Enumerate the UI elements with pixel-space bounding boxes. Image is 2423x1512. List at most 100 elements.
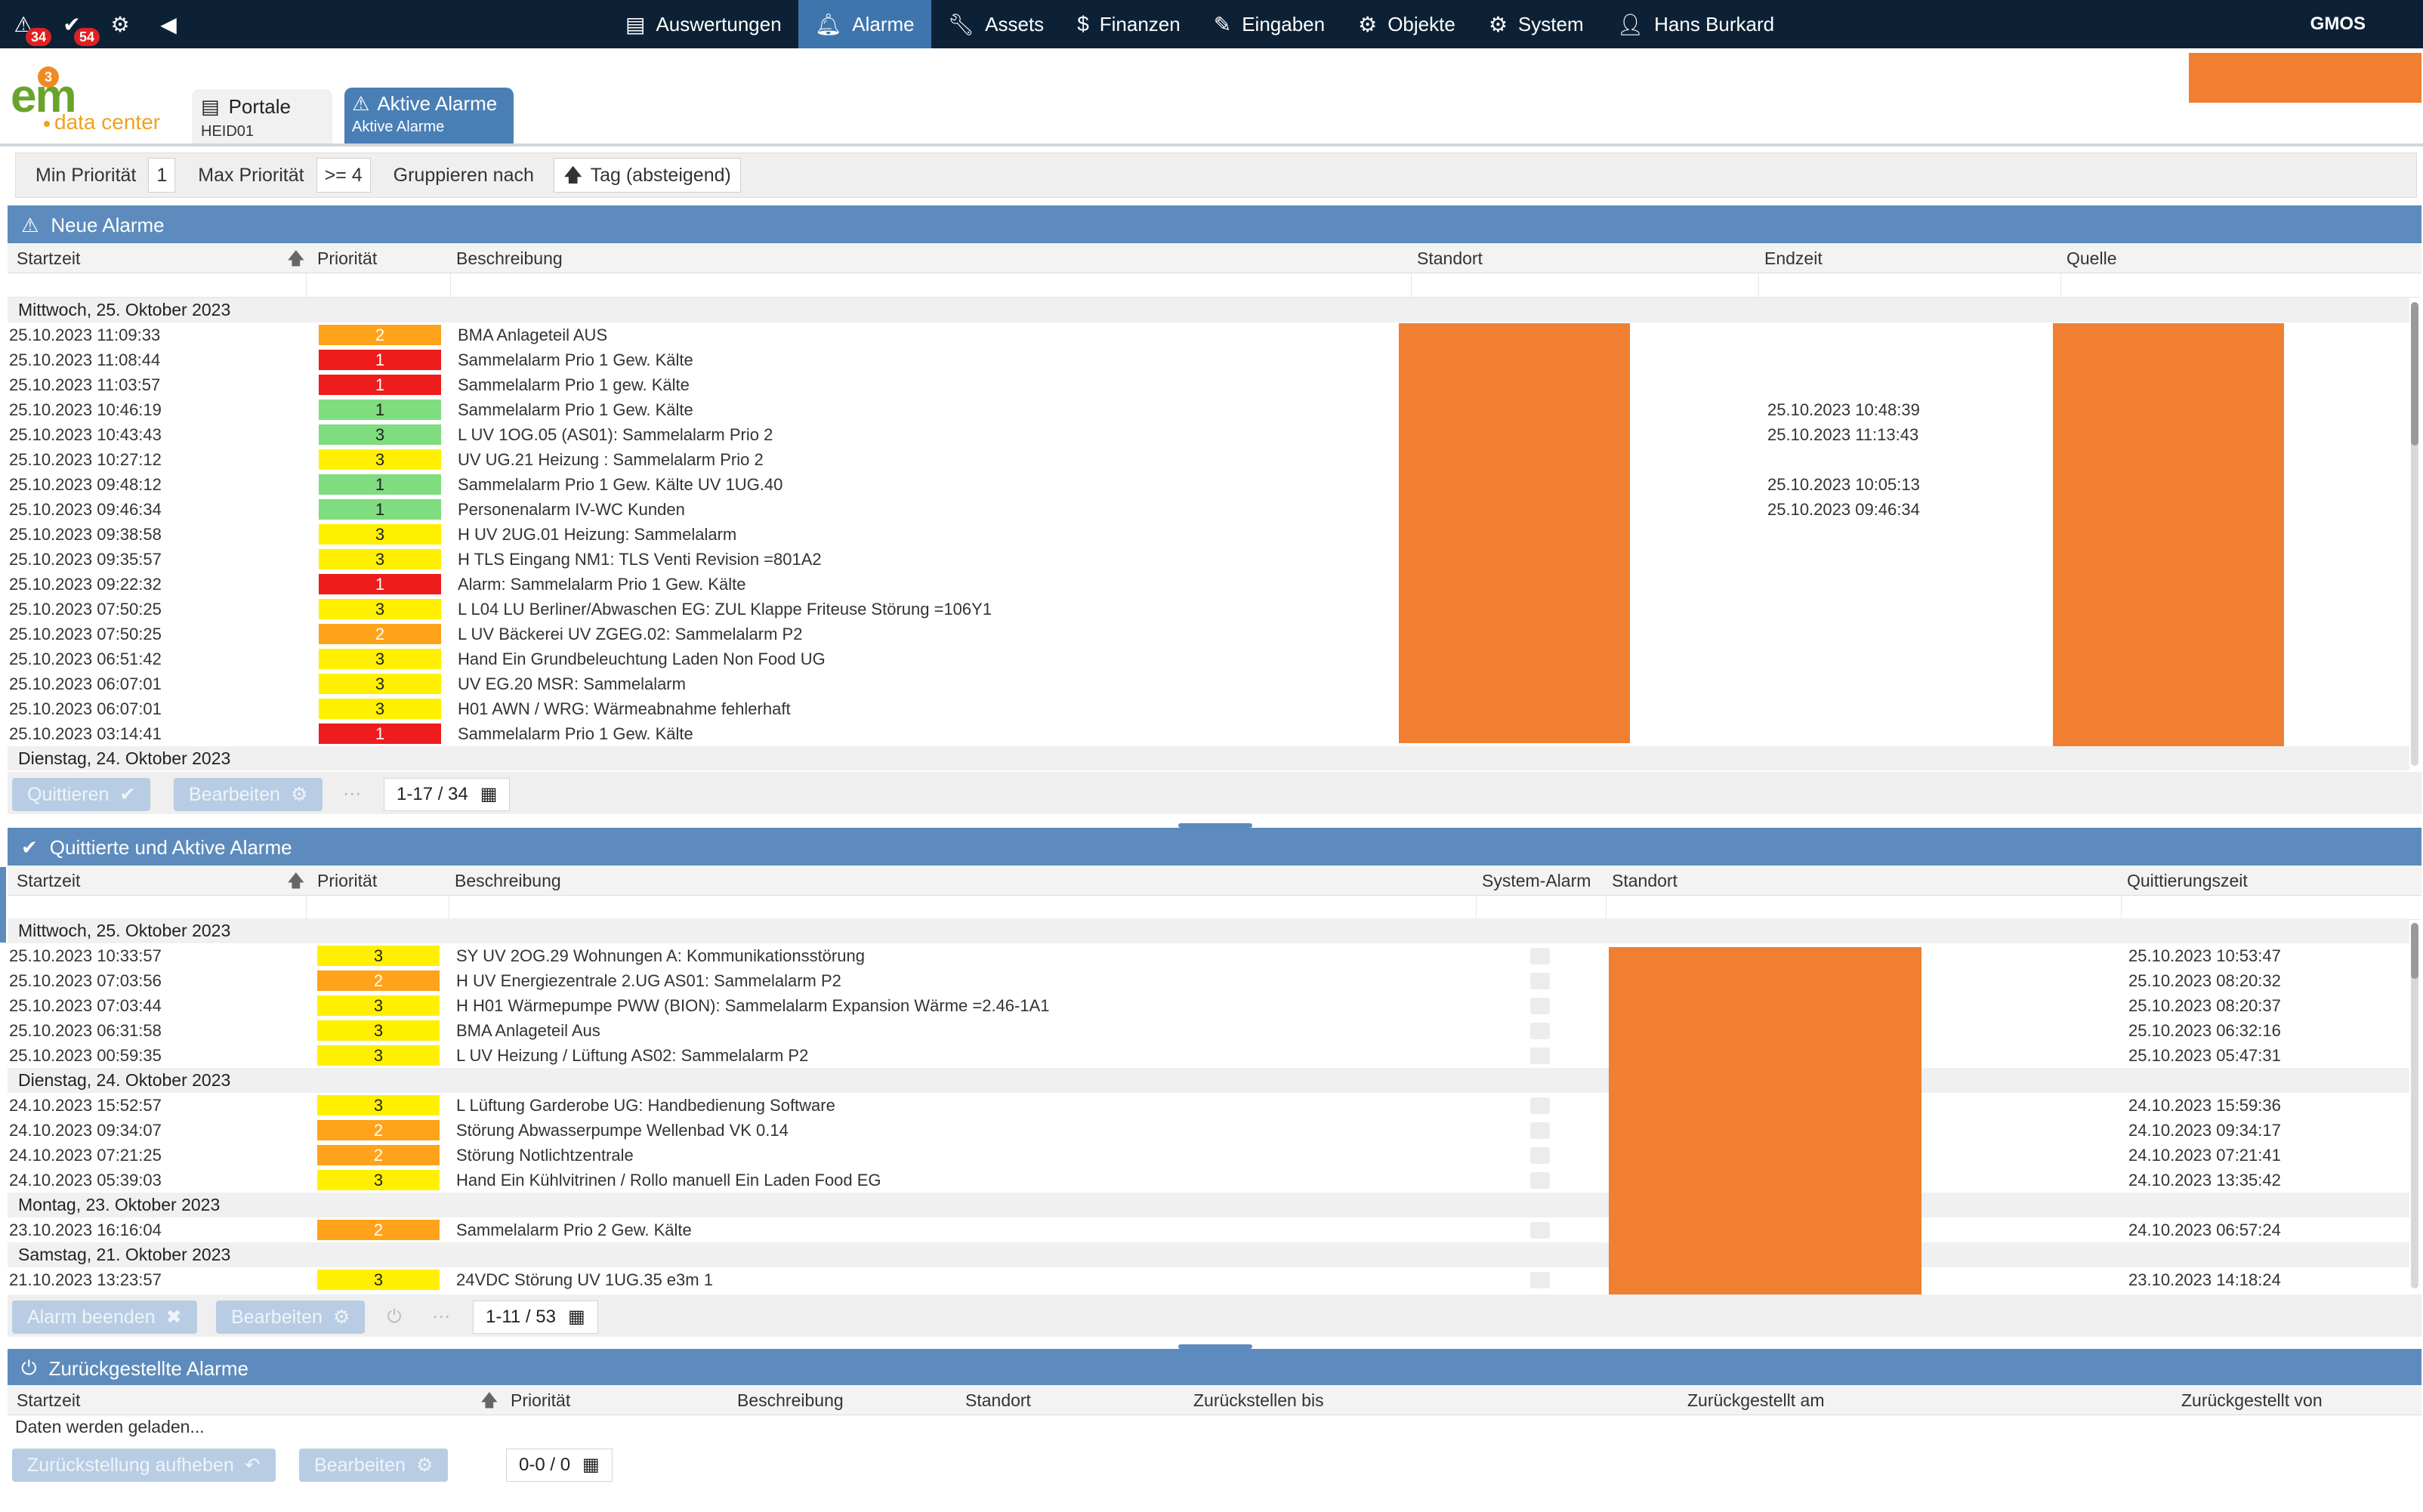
- table-row[interactable]: 25.10.2023 09:22:32 1 Alarm: Sammelalarm P…: [8, 572, 2409, 597]
- quittieren-button[interactable]: Quittieren ✔: [12, 778, 151, 811]
- sort-asc-icon[interactable]: 🡅: [287, 871, 305, 890]
- more-icon[interactable]: ⋯: [343, 784, 361, 804]
- col-beschreibung[interactable]: Beschreibung: [737, 1390, 844, 1410]
- system-alarm-checkbox[interactable]: [1530, 1122, 1550, 1139]
- col-standort[interactable]: Standort: [1417, 248, 1483, 268]
- col-standort[interactable]: Standort: [965, 1390, 1031, 1410]
- col-beschreibung[interactable]: Beschreibung: [455, 871, 561, 890]
- group-header[interactable]: Montag, 23. Oktober 2023: [8, 1193, 2409, 1217]
- col-zurueckstellen-bis[interactable]: Zurückstellen bis: [1193, 1390, 1324, 1410]
- bearbeiten-button[interactable]: Bearbeiten ⚙: [174, 778, 323, 811]
- settings-icon[interactable]: ⚙: [110, 12, 130, 36]
- table-row[interactable]: 25.10.2023 06:51:42 3 Hand Ein Grundbeleuc…: [8, 646, 2409, 671]
- col-quittierungszeit[interactable]: Quittierungszeit: [2127, 871, 2248, 890]
- col-startzeit[interactable]: Startzeit: [17, 1390, 81, 1410]
- table-row[interactable]: 25.10.2023 07:03:44 3 H H01 Wärmepumpe PWW…: [8, 993, 2409, 1018]
- menu-item-objekte[interactable]: ⚙ Objekte: [1341, 0, 1472, 48]
- table-row[interactable]: 25.10.2023 07:50:25 3 L L04 LU Berliner/Ab…: [8, 597, 2409, 622]
- table-row[interactable]: 24.10.2023 05:39:03 3 Hand Ein Kühlvitrine…: [8, 1168, 2409, 1193]
- table-row[interactable]: 25.10.2023 09:46:34 1 Personenalarm IV-WC …: [8, 497, 2409, 522]
- system-alarm-checkbox[interactable]: [1530, 1147, 1550, 1164]
- speaker-icon[interactable]: ◀: [160, 12, 177, 36]
- sort-asc-icon[interactable]: 🡅: [287, 248, 305, 268]
- power-icon[interactable]: ⏻: [387, 1307, 402, 1327]
- table-row[interactable]: 25.10.2023 10:46:19 1 Sammelalarm Prio 1 G…: [8, 397, 2409, 422]
- group-header[interactable]: Dienstag, 24. Oktober 2023: [8, 746, 2409, 770]
- table-row[interactable]: 25.10.2023 06:31:58 3 BMA Anlageteil Aus 25…: [8, 1018, 2409, 1043]
- table-row[interactable]: 25.10.2023 07:50:25 2 L UV Bäckerei UV ZGE…: [8, 622, 2409, 646]
- bearbeiten-button[interactable]: Bearbeiten ⚙: [299, 1449, 449, 1482]
- table-row[interactable]: 25.10.2023 10:33:57 3 SY UV 2OG.29 Wohnung…: [8, 943, 2409, 968]
- menu-item-finanzen[interactable]: $ Finanzen: [1060, 0, 1197, 48]
- table-row[interactable]: 23.10.2023 16:16:04 2 Sammelalarm Prio 2 G…: [8, 1217, 2409, 1242]
- system-alarm-checkbox[interactable]: [1530, 1023, 1550, 1039]
- col-startzeit[interactable]: Startzeit: [17, 871, 81, 890]
- alarm-beenden-button[interactable]: Alarm beenden ✖: [12, 1301, 197, 1334]
- group-header[interactable]: Mittwoch, 25. Oktober 2023: [8, 918, 2409, 943]
- menu-item-system[interactable]: ⚙ System: [1472, 0, 1600, 48]
- group-header[interactable]: Dienstag, 24. Oktober 2023: [8, 1068, 2409, 1093]
- neue-scroll-thumb[interactable]: [2411, 302, 2418, 446]
- system-alarm-checkbox[interactable]: [1530, 1222, 1550, 1239]
- table-row[interactable]: 25.10.2023 06:07:01 3 UV EG.20 MSR: Sammel…: [8, 671, 2409, 696]
- system-alarm-checkbox[interactable]: [1530, 1172, 1550, 1189]
- table-row[interactable]: 25.10.2023 09:35:57 3 H TLS Eingang NM1: T…: [8, 547, 2409, 572]
- col-quelle[interactable]: Quelle: [2066, 248, 2117, 268]
- col-beschreibung[interactable]: Beschreibung: [456, 248, 563, 268]
- table-row[interactable]: 25.10.2023 06:07:01 3 H01 AWN / WRG: Wärme…: [8, 696, 2409, 721]
- splitter-handle[interactable]: [1178, 1344, 1252, 1349]
- system-alarm-checkbox[interactable]: [1530, 1048, 1550, 1064]
- col-standort[interactable]: Standort: [1612, 871, 1678, 890]
- checkmark-icon[interactable]: ✔ 54: [59, 11, 100, 46]
- menu-item-assets[interactable]: 🔧︎ Assets: [931, 0, 1061, 48]
- table-row[interactable]: 25.10.2023 00:59:35 3 L UV Heizung / Lüftu…: [8, 1043, 2409, 1068]
- system-alarm-checkbox[interactable]: [1530, 973, 1550, 989]
- system-alarm-checkbox[interactable]: [1530, 1097, 1550, 1114]
- system-alarm-checkbox[interactable]: [1530, 948, 1550, 964]
- menu-item-alarme[interactable]: 🔔︎ Alarme: [798, 0, 931, 48]
- warning-icon[interactable]: ⚠ 34: [11, 11, 52, 46]
- splitter-handle[interactable]: [1178, 823, 1252, 828]
- col-prioritaet[interactable]: Priorität: [317, 871, 378, 890]
- tab-aktive-alarme[interactable]: ⚠ Aktive Alarme Aktive Alarme: [344, 88, 514, 145]
- neue-filter-row[interactable]: [8, 273, 2421, 298]
- col-prioritaet[interactable]: Priorität: [317, 248, 378, 268]
- table-row[interactable]: 25.10.2023 10:27:12 3 UV UG.21 Heizung : S…: [8, 447, 2409, 472]
- zurueck-pager[interactable]: 0-0 / 0 ▦: [506, 1449, 613, 1482]
- quitt-scrollbar[interactable]: [2411, 923, 2418, 1288]
- table-row[interactable]: 24.10.2023 15:52:57 3 L Lüftung Garderobe …: [8, 1093, 2409, 1118]
- min-priority-value[interactable]: 1: [148, 158, 176, 193]
- tab-portale[interactable]: ▤ Portale HEID01: [192, 89, 332, 145]
- system-alarm-checkbox[interactable]: [1530, 1272, 1550, 1288]
- col-endzeit[interactable]: Endzeit: [1764, 248, 1823, 268]
- quitt-pager[interactable]: 1-11 / 53 ▦: [473, 1301, 598, 1334]
- neue-pager[interactable]: 1-17 / 34 ▦: [384, 778, 511, 811]
- table-row[interactable]: 25.10.2023 11:03:57 1 Sammelalarm Prio 1 g…: [8, 372, 2409, 397]
- col-system-alarm[interactable]: System-Alarm: [1482, 871, 1591, 890]
- col-zurueckgestellt-von[interactable]: Zurückgestellt von: [2181, 1390, 2323, 1410]
- menu-item-auswertungen[interactable]: ▤ Auswertungen: [609, 0, 798, 48]
- table-row[interactable]: 25.10.2023 11:08:44 1 Sammelalarm Prio 1 G…: [8, 347, 2409, 372]
- em-logo[interactable]: em 3 data center: [11, 62, 169, 137]
- table-row[interactable]: 25.10.2023 10:43:43 3 L UV 1OG.05 (AS01): …: [8, 422, 2409, 447]
- table-row[interactable]: 25.10.2023 07:03:56 2 H UV Energiezentrale…: [8, 968, 2409, 993]
- col-prioritaet[interactable]: Priorität: [511, 1390, 571, 1410]
- bearbeiten-button[interactable]: Bearbeiten ⚙: [216, 1301, 366, 1334]
- quitt-filter-row[interactable]: [8, 896, 2421, 920]
- col-startzeit[interactable]: Startzeit: [17, 248, 81, 268]
- table-row[interactable]: 24.10.2023 09:34:07 2 Störung Abwasserpump…: [8, 1118, 2409, 1143]
- table-row[interactable]: 24.10.2023 07:21:25 2 Störung Notlichtzent…: [8, 1143, 2409, 1168]
- table-row[interactable]: 25.10.2023 11:09:33 2 BMA Anlageteil AUS: [8, 322, 2409, 347]
- more-icon[interactable]: ⋯: [432, 1307, 450, 1327]
- group-header[interactable]: Mittwoch, 25. Oktober 2023: [8, 298, 2409, 322]
- sort-asc-icon[interactable]: 🡅: [480, 1390, 498, 1410]
- col-zurueckgestellt-am[interactable]: Zurückgestellt am: [1687, 1390, 1825, 1410]
- group-header[interactable]: Samstag, 21. Oktober 2023: [8, 1242, 2409, 1267]
- group-by-button[interactable]: 🡅 Tag (absteigend): [553, 158, 741, 193]
- table-row[interactable]: 25.10.2023 03:14:41 1 Sammelalarm Prio 1 G…: [8, 721, 2409, 746]
- menu-item-user[interactable]: 👤︎ Hans Burkard: [1600, 0, 1792, 48]
- table-row[interactable]: 21.10.2023 13:23:57 3 24VDC Störung UV 1UG…: [8, 1267, 2409, 1292]
- max-priority-value[interactable]: >= 4: [316, 158, 371, 193]
- menu-item-eingaben[interactable]: ✎ Eingaben: [1197, 0, 1341, 48]
- table-row[interactable]: 25.10.2023 09:38:58 3 H UV 2UG.01 Heizung:…: [8, 522, 2409, 547]
